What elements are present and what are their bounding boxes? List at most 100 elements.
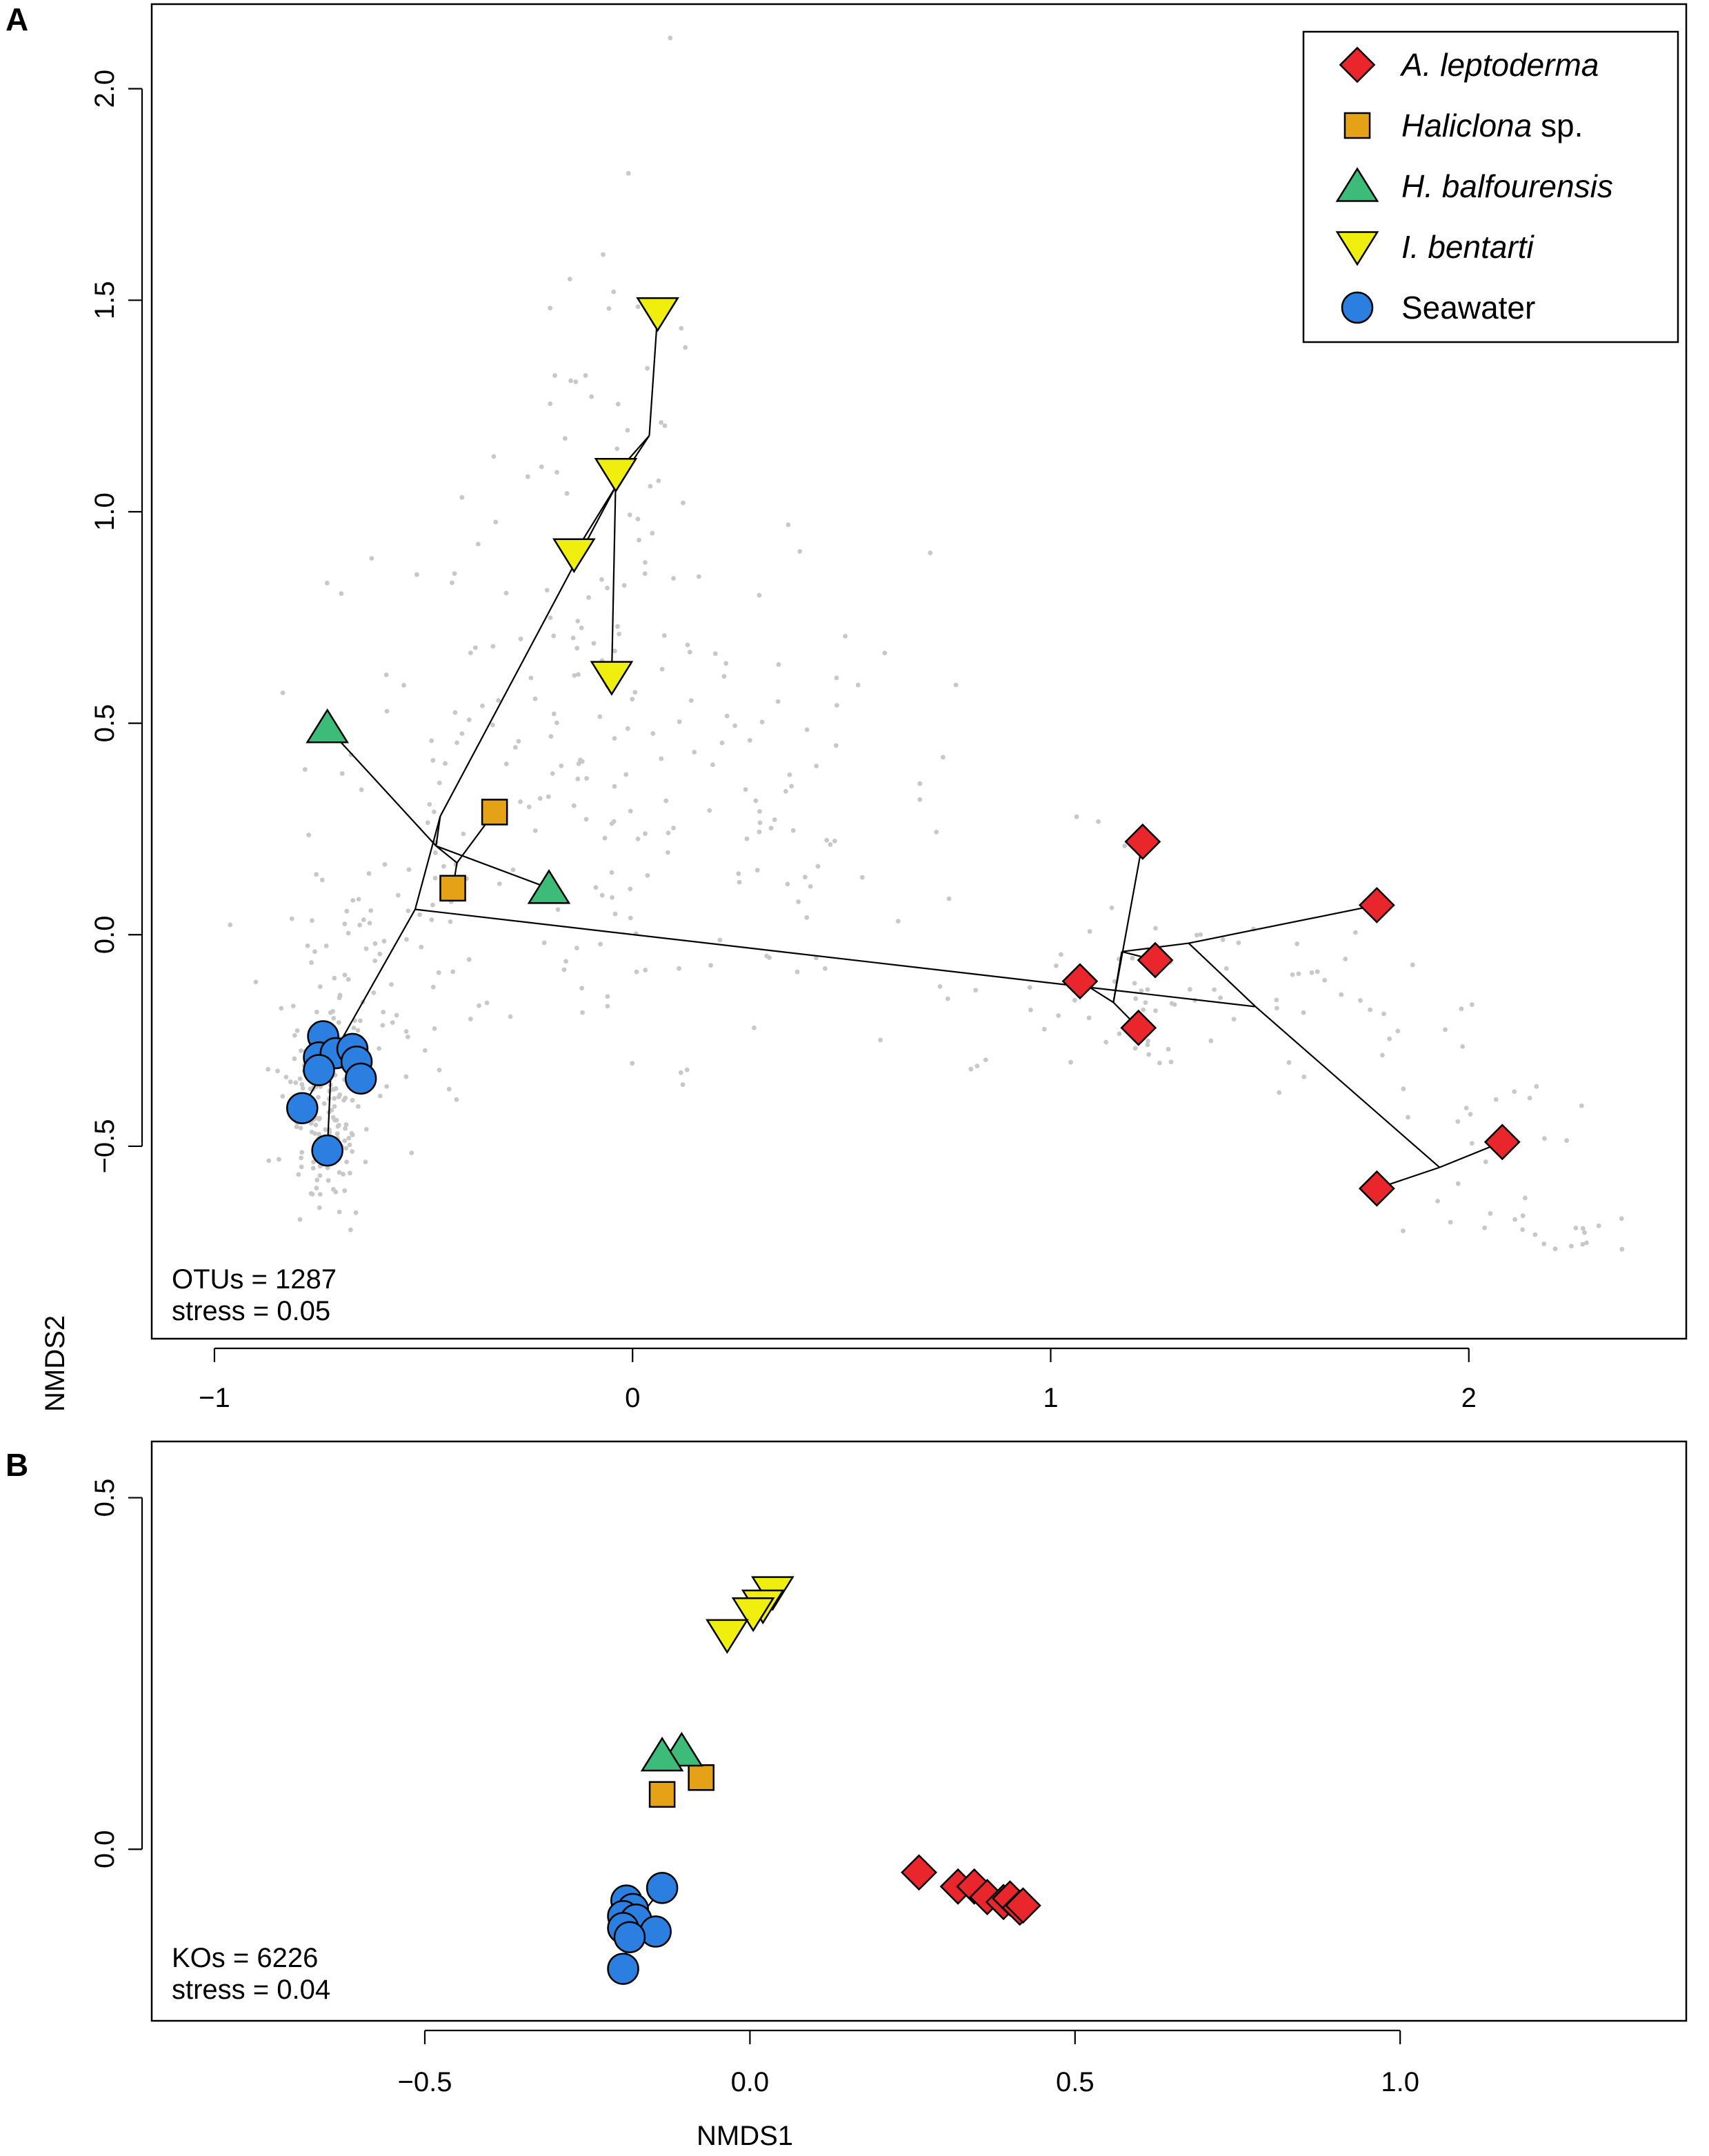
panel-a-otu-dot-459: [937, 984, 943, 989]
panel-a-otu-dot-50: [294, 1028, 300, 1033]
panel-a-otu-dot-448: [754, 868, 760, 873]
panel-a-h-balfourensis-point-0: [306, 708, 349, 743]
panel-a-otu-dot-460: [757, 829, 762, 835]
panel-a-otu-dot-289: [719, 740, 725, 746]
panel-a-otu-dot-14: [290, 1004, 296, 1009]
panel-a-otu-dot-319: [554, 720, 559, 726]
panel-a-otu-dot-579: [1469, 1141, 1475, 1146]
panel-a-otu-dot-582: [1488, 1211, 1493, 1216]
panel-a-haliclona-sp-point-0: [481, 799, 508, 826]
panel-a-otu-dot-465: [659, 756, 664, 761]
panel-a-otu-dot-353: [381, 939, 387, 944]
panel-a-otu-dot-254: [479, 703, 485, 708]
panel-a-otu-dot-313: [586, 595, 591, 600]
panel-a-otu-dot-404: [687, 650, 692, 655]
panel-a-otu-dot-88: [309, 1129, 314, 1135]
panel-a-otu-dot-574: [1493, 1097, 1499, 1102]
panel-a-otu-dot-198: [430, 902, 435, 908]
panel-a-otu-dot-521: [1109, 905, 1115, 910]
panel-a-otu-dot-344: [834, 675, 839, 681]
panel-a-x-axis: −1 0 1 2: [199, 1347, 1477, 1413]
panel-a-otu-dot-380: [579, 986, 584, 991]
panel-b-sample-points: [607, 1576, 1041, 1985]
panel-a-otu-dot-131: [297, 1217, 303, 1222]
panel-b-x-tick-label-0: −0.5: [397, 2067, 452, 2097]
legend-i-bentarti-label: I. bentarti: [1401, 229, 1535, 265]
panel-a-otu-dot-551: [1286, 1060, 1292, 1065]
panel-a-otu-dot-189: [279, 1006, 284, 1011]
panel-a-otu-dot-220: [632, 690, 638, 695]
panel-a-otu-dot-207: [300, 1086, 306, 1091]
panel-a-otu-dot-403: [570, 635, 576, 641]
panel-a-otu-dot-491: [1139, 988, 1144, 994]
panel-a-otu-dot-326: [796, 899, 801, 904]
panel-a-otu-dot-329: [710, 762, 715, 768]
panel-a-otu-dot-373: [696, 574, 701, 579]
panel-a-otu-dot-283: [382, 861, 388, 867]
panel-a-otu-dot-585: [1532, 1232, 1538, 1237]
panel-a-otu-dot-510: [1132, 981, 1137, 986]
panel-a-otu-dot-367: [339, 591, 344, 597]
panel-a-otu-dot-414: [564, 491, 570, 496]
panel-a-otu-dot-287: [786, 522, 791, 528]
panel-a-otu-dot-449: [794, 969, 800, 975]
panel-a-otu-dot-599: [567, 277, 572, 282]
panel-a-otu-dot-172: [406, 867, 412, 872]
panel-a-otu-dot-69: [344, 1159, 350, 1164]
panel-a-otu-dot-308: [643, 831, 648, 837]
panel-a-otu-dot-358: [383, 672, 389, 677]
panel-a-otu-dot-199: [323, 944, 329, 948]
panel-a-i-bentarti-point-0: [636, 297, 679, 332]
panel-a-otu-dot-334: [532, 828, 538, 833]
panel-a-seawater-point-8: [311, 1134, 343, 1167]
panel-a-otu-dot-32: [341, 1172, 346, 1177]
panel-a-otu-dot-245: [548, 615, 553, 621]
panel-a-otu-dot-476: [802, 875, 808, 880]
panel-a-spider-line-8: [610, 473, 617, 677]
panel-a-otu-dot-351: [612, 736, 617, 741]
panel-a-otu-dot-255: [468, 650, 473, 656]
panel-a-otu-dot-562: [1527, 1095, 1532, 1101]
panel-a-otu-dot-365: [518, 799, 523, 804]
panel-a-otu-dot-572: [1448, 1219, 1453, 1225]
panel-a-x-tick-label-2: 1: [1043, 1383, 1058, 1413]
panel-a-otu-dot-479: [764, 953, 770, 959]
panel-a-otu-dot-503: [1068, 1059, 1073, 1065]
panel-a-otu-dot-264: [503, 590, 509, 596]
panel-a-otu-dot-516: [1143, 1000, 1148, 1006]
panel-a-otu-dot-570: [1579, 1103, 1584, 1108]
panel-a-otu-dot-372: [685, 642, 690, 648]
panel-a-otu-dot-168: [312, 949, 317, 955]
panel-a-otu-dot-568: [1435, 1199, 1440, 1204]
panel-a-otu-dot-197: [377, 951, 383, 957]
panel-a-otu-dot-282: [580, 1010, 585, 1015]
panel-a-a-leptoderma-point-5: [1483, 1124, 1521, 1161]
panel-a-otu-dot-387: [776, 662, 781, 667]
panel-a-otu-dot-303: [757, 809, 762, 814]
panel-a-otu-dot-236: [425, 820, 430, 826]
panel-a-otu-dot-552: [1309, 970, 1315, 975]
panel-a-otu-dot-181: [484, 1000, 490, 1006]
panel-a-otu-dot-128: [350, 1097, 355, 1103]
panel-a-otu-dot-331: [575, 619, 581, 623]
panel-a-otu-dot-73: [363, 1126, 369, 1132]
panel-a-otu-dot-413: [573, 379, 579, 384]
panel-a-otu-dot-493: [975, 1064, 980, 1069]
panel-a-otu-dot-277: [454, 740, 459, 746]
panel-a-otu-dot-300: [571, 803, 577, 808]
panel-a-otu-dot-265: [878, 1037, 883, 1043]
panel-a-otu-dot-184: [331, 1015, 337, 1021]
panel-a-otu-dot-275: [518, 636, 523, 641]
panel-a-otu-dot-322: [744, 836, 750, 841]
panel-a-otu-dot-138: [343, 1146, 349, 1151]
panel-a-otu-dot-16: [347, 1142, 352, 1148]
panel-a-otu-dot-210: [417, 912, 422, 917]
panel-a-otu-dot-310: [661, 633, 667, 638]
panel-a-otu-dot-330: [551, 633, 557, 639]
panel-a-otu-dot-483: [541, 940, 547, 946]
panel-b-seawater-point-5: [639, 1915, 672, 1948]
panel-a-otu-dot-482: [1053, 963, 1059, 968]
panel-a-otu-dot-102: [288, 1079, 293, 1084]
panel-a-otu-dot-462: [574, 946, 579, 950]
panel-a-otu-dot-56: [296, 1172, 301, 1177]
